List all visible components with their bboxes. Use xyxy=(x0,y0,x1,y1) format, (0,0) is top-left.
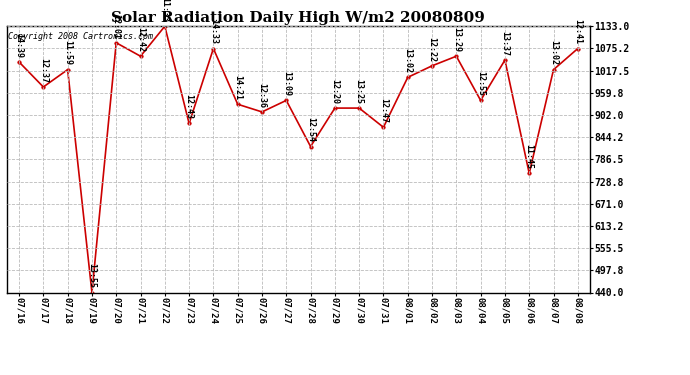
Text: 12:42: 12:42 xyxy=(136,27,145,52)
Text: 13:25: 13:25 xyxy=(355,79,364,104)
Text: 13:37: 13:37 xyxy=(500,31,509,56)
Text: 12:36: 12:36 xyxy=(257,83,266,108)
Text: 12:01: 12:01 xyxy=(112,13,121,39)
Text: 12:55: 12:55 xyxy=(476,71,485,96)
Text: 13:55: 13:55 xyxy=(88,263,97,288)
Text: 13:02: 13:02 xyxy=(403,48,412,73)
Text: 12:47: 12:47 xyxy=(379,98,388,123)
Text: 14:39: 14:39 xyxy=(14,33,23,58)
Text: 13:09: 13:09 xyxy=(282,71,290,96)
Text: 13:29: 13:29 xyxy=(452,27,461,52)
Text: 11:59: 11:59 xyxy=(63,40,72,66)
Text: 14:33: 14:33 xyxy=(209,20,218,44)
Text: 14:21: 14:21 xyxy=(233,75,242,100)
Text: 12:22: 12:22 xyxy=(428,37,437,62)
Text: 12:43: 12:43 xyxy=(185,94,194,119)
Text: 12:20: 12:20 xyxy=(331,79,339,104)
Text: 12:41: 12:41 xyxy=(573,20,582,44)
Text: Copyright 2008 Cartronics.com: Copyright 2008 Cartronics.com xyxy=(8,32,153,40)
Text: 11:45: 11:45 xyxy=(524,144,534,169)
Text: 12:54: 12:54 xyxy=(306,117,315,142)
Text: 12:37: 12:37 xyxy=(39,58,48,83)
Title: Solar Radiation Daily High W/m2 20080809: Solar Radiation Daily High W/m2 20080809 xyxy=(112,11,485,25)
Text: 11:33: 11:33 xyxy=(160,0,169,22)
Text: 13:02: 13:02 xyxy=(549,40,558,66)
